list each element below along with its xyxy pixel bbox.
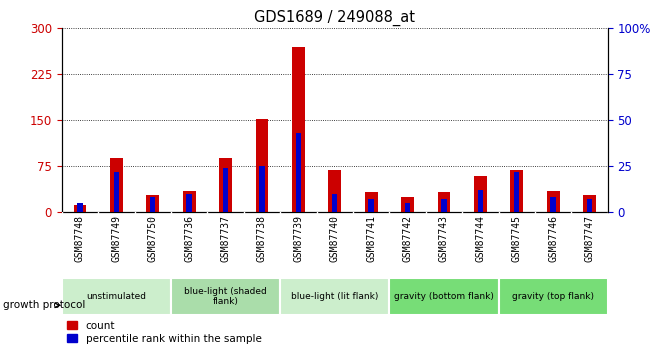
- Text: GSM87746: GSM87746: [548, 215, 558, 263]
- Bar: [474, 177, 487, 212]
- Text: GSM87749: GSM87749: [111, 215, 122, 263]
- FancyBboxPatch shape: [62, 278, 171, 315]
- Bar: [296, 133, 301, 212]
- Text: gravity (bottom flank): gravity (bottom flank): [394, 292, 494, 301]
- Text: GSM87742: GSM87742: [402, 215, 413, 263]
- Bar: [547, 191, 560, 212]
- FancyBboxPatch shape: [171, 278, 280, 315]
- Bar: [187, 194, 192, 212]
- Bar: [583, 195, 596, 212]
- Bar: [401, 197, 414, 212]
- Bar: [437, 193, 450, 212]
- Text: GSM87737: GSM87737: [220, 215, 231, 263]
- Text: GSM87750: GSM87750: [148, 215, 158, 263]
- Legend: count, percentile rank within the sample: count, percentile rank within the sample: [67, 321, 261, 344]
- Bar: [514, 171, 519, 212]
- Text: growth protocol: growth protocol: [3, 300, 86, 310]
- Text: GSM87740: GSM87740: [330, 215, 340, 263]
- Bar: [73, 205, 86, 212]
- Text: GSM87739: GSM87739: [293, 215, 304, 263]
- FancyBboxPatch shape: [389, 278, 499, 315]
- Text: blue-light (lit flank): blue-light (lit flank): [291, 292, 378, 301]
- Bar: [255, 119, 268, 212]
- Text: GSM87744: GSM87744: [475, 215, 486, 263]
- Title: GDS1689 / 249088_at: GDS1689 / 249088_at: [254, 10, 415, 26]
- Text: GSM87748: GSM87748: [75, 215, 85, 263]
- Bar: [365, 193, 378, 212]
- Bar: [328, 170, 341, 212]
- Text: GSM87736: GSM87736: [184, 215, 194, 263]
- Text: gravity (top flank): gravity (top flank): [512, 292, 594, 301]
- Bar: [219, 158, 232, 212]
- FancyBboxPatch shape: [499, 278, 608, 315]
- Bar: [146, 195, 159, 212]
- Bar: [292, 47, 305, 212]
- FancyBboxPatch shape: [280, 278, 389, 315]
- Bar: [223, 168, 228, 212]
- Bar: [510, 170, 523, 212]
- Bar: [150, 197, 155, 212]
- Bar: [587, 199, 592, 212]
- Bar: [441, 199, 447, 212]
- Text: GSM87741: GSM87741: [366, 215, 376, 263]
- Bar: [114, 171, 119, 212]
- Text: blue-light (shaded
flank): blue-light (shaded flank): [184, 287, 267, 306]
- Bar: [259, 166, 265, 212]
- Bar: [110, 158, 123, 212]
- Bar: [405, 203, 410, 212]
- Bar: [551, 197, 556, 212]
- Bar: [369, 199, 374, 212]
- Bar: [77, 203, 83, 212]
- Bar: [478, 190, 483, 212]
- Text: unstimulated: unstimulated: [86, 292, 146, 301]
- Text: GSM87738: GSM87738: [257, 215, 267, 263]
- Text: GSM87747: GSM87747: [584, 215, 595, 263]
- Text: GSM87745: GSM87745: [512, 215, 522, 263]
- Bar: [332, 194, 337, 212]
- Text: GSM87743: GSM87743: [439, 215, 449, 263]
- Bar: [183, 191, 196, 212]
